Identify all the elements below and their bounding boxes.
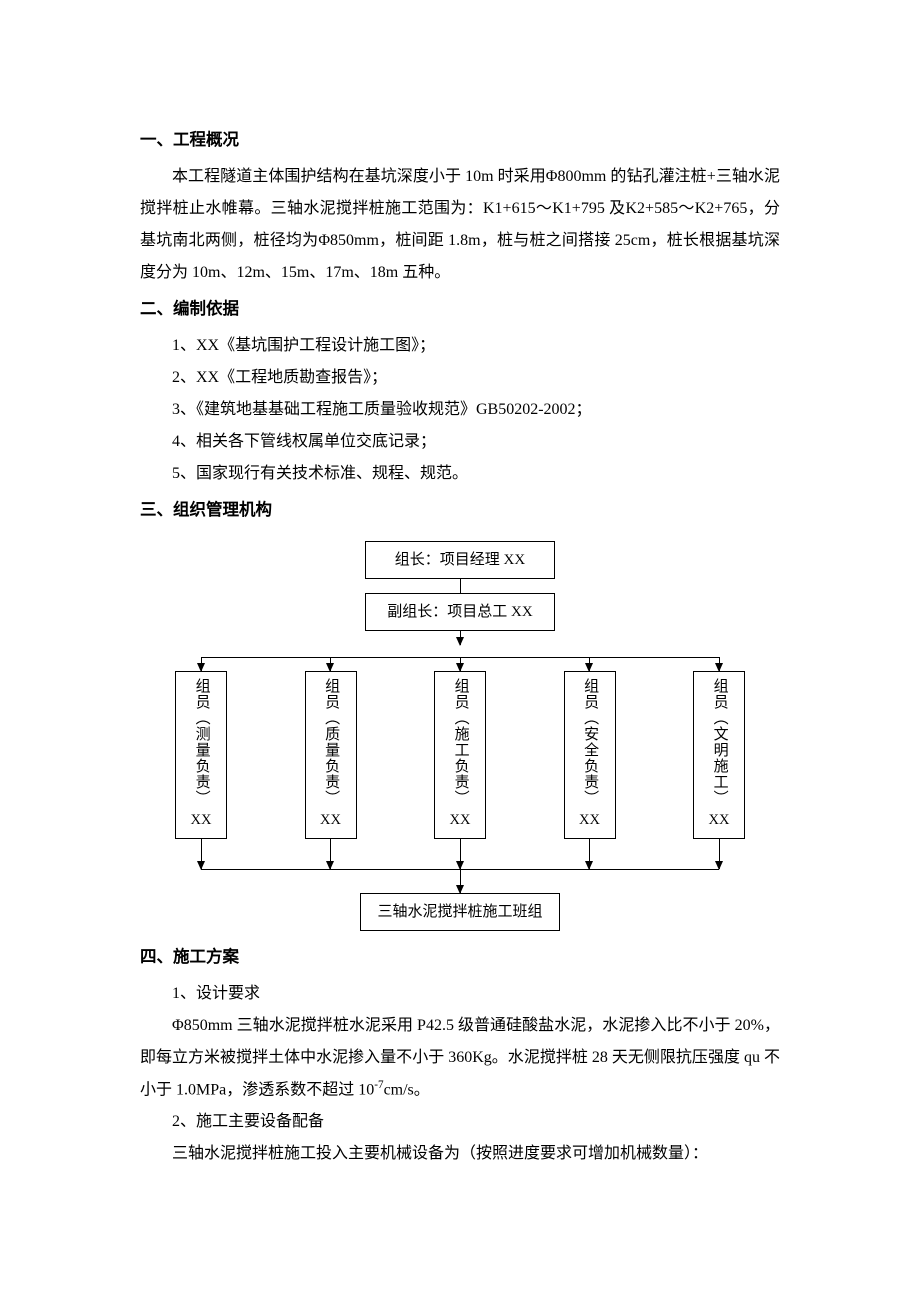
org-member-3-role: 组员（施工负责） xyxy=(451,678,468,806)
para-overview: 本工程隧道主体围护结构在基坑深度小于 10m 时采用Φ800mm 的钻孔灌注桩+… xyxy=(140,161,780,289)
plan-para-1: Φ850mm 三轴水泥搅拌桩水泥采用 P42.5 级普通硅酸盐水泥，水泥掺入比不… xyxy=(140,1010,780,1106)
org-member-3: 组员（施工负责） XX xyxy=(434,657,486,869)
org-member-5-role: 组员（文明施工） xyxy=(710,678,727,806)
heading-plan: 四、施工方案 xyxy=(140,941,780,974)
org-deputy-box: 副组长：项目总工 XX xyxy=(365,593,555,631)
basis-item-4: 4、相关各下管线权属单位交底记录； xyxy=(140,426,780,458)
heading-org: 三、组织管理机构 xyxy=(140,494,780,527)
org-member-3-name: XX xyxy=(450,812,471,829)
org-team-box: 三轴水泥搅拌桩施工班组 xyxy=(360,893,560,931)
org-chart: 组长：项目经理 XX 副组长：项目总工 XX 组员（测量负责） XX 组员（质量… xyxy=(175,541,745,931)
plan-para-1a: Φ850mm 三轴水泥搅拌桩水泥采用 P42.5 级普通硅酸盐水泥，水泥掺入比不… xyxy=(140,1017,780,1098)
org-member-2: 组员（质量负责） XX xyxy=(305,657,357,869)
heading-basis: 二、编制依据 xyxy=(140,293,780,326)
org-member-2-name: XX xyxy=(320,812,341,829)
org-member-4-role: 组员（安全负责） xyxy=(581,678,598,806)
org-member-1: 组员（测量负责） XX xyxy=(175,657,227,869)
plan-para-1-exp: -7 xyxy=(374,1079,383,1091)
org-member-5: 组员（文明施工） XX xyxy=(693,657,745,869)
basis-item-3: 3、《建筑地基基础工程施工质量验收规范》GB50202-2002； xyxy=(140,394,780,426)
basis-item-5: 5、国家现行有关技术标准、规程、规范。 xyxy=(140,458,780,490)
org-leader-box: 组长：项目经理 XX xyxy=(365,541,555,579)
org-member-2-role: 组员（质量负责） xyxy=(322,678,339,806)
heading-overview: 一、工程概况 xyxy=(140,124,780,157)
basis-item-1: 1、XX《基坑围护工程设计施工图》； xyxy=(140,330,780,362)
plan-item-1: 1、设计要求 xyxy=(140,978,780,1010)
basis-item-2: 2、XX《工程地质勘查报告》； xyxy=(140,362,780,394)
org-member-4-name: XX xyxy=(579,812,600,829)
org-member-1-name: XX xyxy=(191,812,212,829)
plan-para-1b: cm/s。 xyxy=(384,1081,430,1098)
org-member-4: 组员（安全负责） XX xyxy=(564,657,616,869)
org-members-row: 组员（测量负责） XX 组员（质量负责） XX 组员（施工负责） XX 组员 xyxy=(175,657,745,869)
org-member-1-role: 组员（测量负责） xyxy=(192,678,209,806)
org-member-5-name: XX xyxy=(709,812,730,829)
plan-item-2: 2、施工主要设备配备 xyxy=(140,1106,780,1138)
plan-para-2: 三轴水泥搅拌桩施工投入主要机械设备为（按照进度要求可增加机械数量）： xyxy=(140,1138,780,1170)
